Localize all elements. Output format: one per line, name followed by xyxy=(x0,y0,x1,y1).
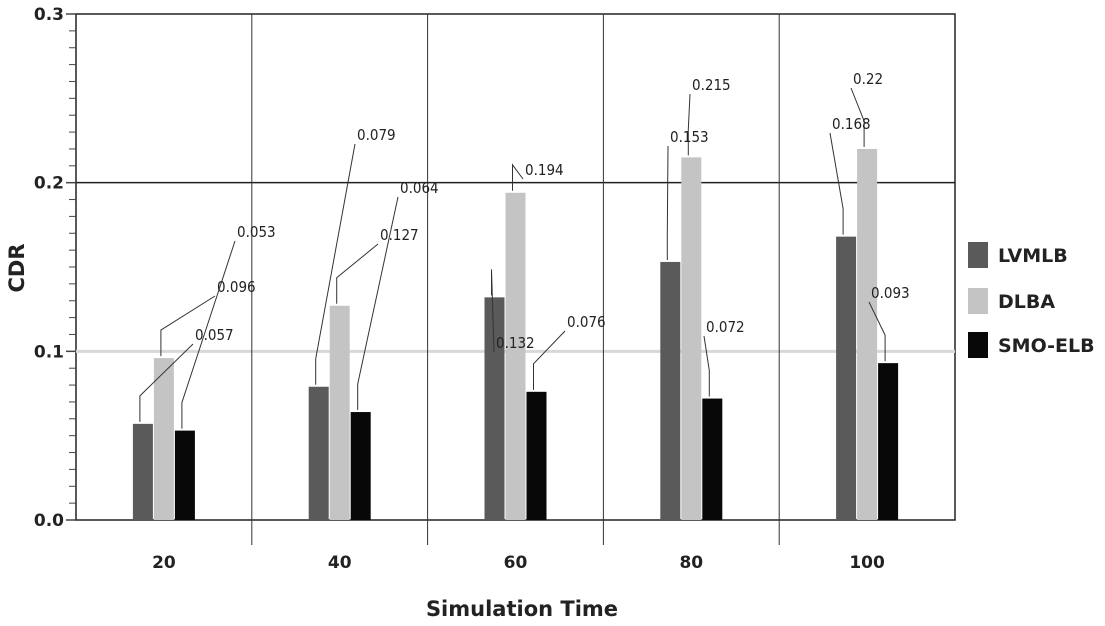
y-tick-label: 0.1 xyxy=(34,342,64,362)
bar-dlba-60 xyxy=(505,192,526,520)
data-label: 0.194 xyxy=(525,161,564,179)
leader-line xyxy=(336,243,379,304)
bar-lvmlb-40 xyxy=(308,386,329,520)
bar-dlba-20 xyxy=(153,358,174,520)
data-label: 0.215 xyxy=(692,76,731,94)
leader-line xyxy=(829,132,844,235)
legend-label-dlba: DLBA xyxy=(998,291,1055,313)
leader-line xyxy=(315,143,356,385)
x-tick-label: 100 xyxy=(849,553,885,573)
legend-swatch-lvmlb xyxy=(968,242,988,268)
bar-smo-elb-40 xyxy=(350,412,371,520)
x-tick-label: 60 xyxy=(504,553,528,573)
data-label: 0.079 xyxy=(357,126,396,144)
leader-line xyxy=(533,330,566,390)
y-tick-label: 0.2 xyxy=(34,174,64,194)
bar-dlba-100 xyxy=(857,148,878,520)
data-label: 0.093 xyxy=(871,284,910,302)
axes: 0.0 0.1 0.2 0.3 20 40 60 80 100 xyxy=(34,5,885,573)
leader-line xyxy=(512,163,524,191)
data-label: 0.132 xyxy=(496,334,535,352)
data-label: 0.096 xyxy=(217,278,256,296)
data-label: 0.064 xyxy=(400,179,439,197)
data-label: 0.072 xyxy=(706,318,745,336)
y-tick-label: 0.0 xyxy=(34,511,64,531)
data-label: 0.168 xyxy=(832,115,871,133)
legend-label-lvmlb: LVMLB xyxy=(998,245,1068,267)
bar-smo-elb-80 xyxy=(702,398,723,520)
x-tick-label: 40 xyxy=(328,553,352,573)
bar-smo-elb-60 xyxy=(526,391,547,520)
leader-line xyxy=(868,301,886,362)
leader-line xyxy=(160,295,216,357)
leader-line xyxy=(850,87,865,147)
y-axis-title: CDR xyxy=(5,243,29,292)
data-label: 0.153 xyxy=(670,128,709,146)
leader-line xyxy=(491,269,495,353)
leader-line xyxy=(687,93,691,156)
y-tick-label: 0.3 xyxy=(34,5,64,25)
bar-lvmlb-100 xyxy=(836,236,857,520)
data-label: 0.076 xyxy=(567,313,606,331)
legend-label-smo-elb: SMO-ELB xyxy=(998,335,1095,357)
bar-lvmlb-20 xyxy=(132,423,153,520)
bar-dlba-40 xyxy=(329,305,350,520)
legend-swatch-smo-elb xyxy=(968,332,988,358)
x-tick-label: 80 xyxy=(679,553,703,573)
x-tick-label: 20 xyxy=(152,553,176,573)
bars xyxy=(132,148,899,520)
x-axis-title: Simulation Time xyxy=(426,597,618,621)
leader-line xyxy=(666,145,669,260)
data-label: 0.22 xyxy=(853,70,883,88)
data-labels: 0.057 0.079 0.132 0.153 0.168 0.096 0.127 0.194… xyxy=(195,70,910,352)
bar-smo-elb-100 xyxy=(878,363,899,520)
label-leader-lines xyxy=(139,87,886,429)
leader-line xyxy=(357,196,399,411)
bar-lvmlb-60 xyxy=(484,297,505,520)
bar-smo-elb-20 xyxy=(174,430,195,520)
data-label: 0.053 xyxy=(237,223,276,241)
bar-lvmlb-80 xyxy=(660,261,681,520)
leader-line xyxy=(181,240,236,429)
leader-line xyxy=(703,335,710,397)
bar-dlba-80 xyxy=(681,157,702,520)
legend-swatch-dlba xyxy=(968,288,988,314)
leader-line xyxy=(139,343,194,422)
data-label: 0.057 xyxy=(195,326,234,344)
data-label: 0.127 xyxy=(380,226,419,244)
legend: LVMLB DLBA SMO-ELB xyxy=(968,242,1095,358)
